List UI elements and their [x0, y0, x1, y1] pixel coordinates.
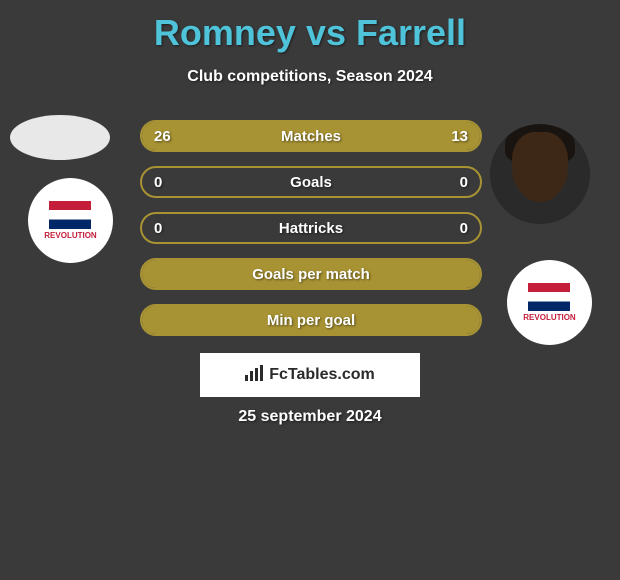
stat-row: Goals per match [140, 258, 482, 290]
player-left-avatar [10, 115, 110, 160]
stat-row: Min per goal [140, 304, 482, 336]
stats-container: 26 13 Matches 0 0 Goals 0 0 Hattricks Goals per m… [140, 120, 482, 350]
stat-row: 0 0 Hattricks [140, 212, 482, 244]
stat-label: Matches [281, 128, 341, 145]
chart-icon [245, 365, 263, 386]
watermark-text: FcTables.com [269, 366, 375, 384]
stat-value-left: 26 [154, 128, 171, 145]
team-flag-icon [49, 201, 91, 229]
stat-value-left: 0 [154, 174, 162, 191]
stat-value-right: 0 [460, 174, 468, 191]
stat-value-right: 0 [460, 220, 468, 237]
date-label: 25 september 2024 [0, 408, 620, 426]
team-right-badge: REVOLUTION [507, 260, 592, 345]
stat-value-right: 13 [451, 128, 468, 145]
stat-row: 0 0 Goals [140, 166, 482, 198]
page-title: Romney vs Farrell [0, 0, 620, 54]
team-left-badge: REVOLUTION [28, 178, 113, 263]
stat-label: Hattricks [279, 220, 343, 237]
stat-row: 26 13 Matches [140, 120, 482, 152]
stat-label: Goals per match [252, 266, 370, 283]
page-subtitle: Club competitions, Season 2024 [0, 68, 620, 86]
player-face [512, 132, 568, 202]
watermark: FcTables.com [200, 353, 420, 397]
team-left-logo: REVOLUTION [44, 201, 96, 241]
team-right-name: REVOLUTION [523, 313, 575, 322]
team-left-name: REVOLUTION [44, 231, 96, 240]
stat-value-left: 0 [154, 220, 162, 237]
stat-label: Min per goal [267, 312, 355, 329]
stat-label: Goals [290, 174, 332, 191]
team-right-logo: REVOLUTION [523, 283, 575, 323]
player-right-avatar [490, 124, 590, 224]
team-flag-icon [528, 283, 570, 311]
